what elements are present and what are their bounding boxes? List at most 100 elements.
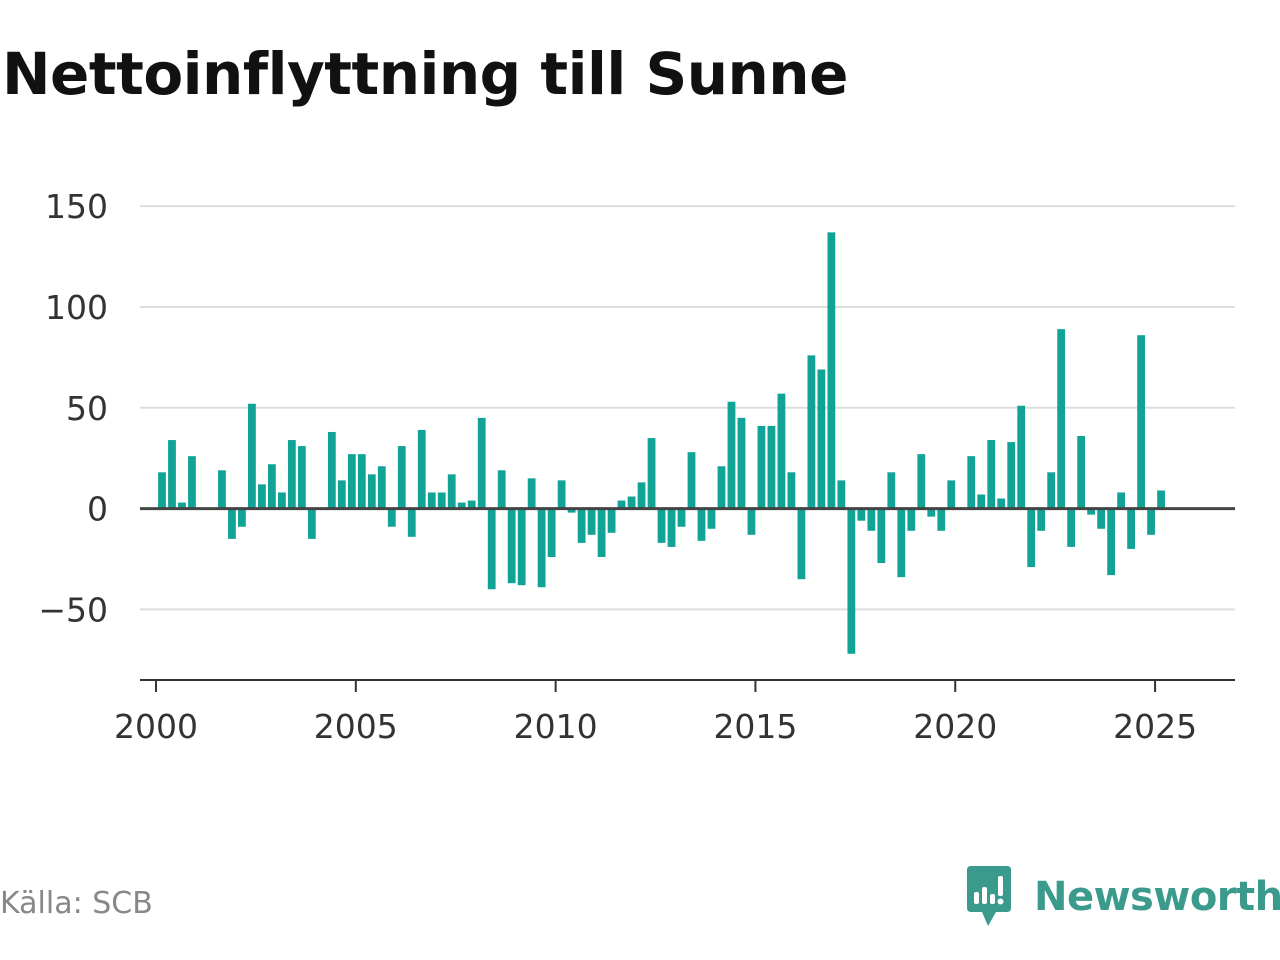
- bar: [357, 454, 366, 509]
- bar: [297, 446, 306, 509]
- bar: [487, 508, 496, 590]
- bar: [1037, 508, 1046, 531]
- bar: [817, 369, 826, 509]
- bar: [248, 403, 256, 509]
- bar: [607, 508, 616, 533]
- bar: [467, 500, 476, 509]
- bar: [1017, 405, 1026, 509]
- axes: 150 100 50 0 −50 2000 2005 2010 2015 2020 2025: [38, 187, 1235, 746]
- bar: [597, 508, 606, 557]
- bar: [867, 508, 876, 531]
- bar: [647, 438, 656, 509]
- bar: [977, 494, 986, 509]
- bar: [697, 508, 706, 541]
- bar: [178, 502, 186, 509]
- bar: [887, 472, 896, 509]
- bar: [987, 440, 996, 509]
- bar: [517, 508, 526, 586]
- y-tick-label: 100: [45, 288, 108, 327]
- bar: [767, 425, 776, 509]
- bar: [1127, 508, 1135, 549]
- bar: [1097, 508, 1106, 529]
- bar: [567, 508, 576, 513]
- brand-logo[interactable]: Newsworthy: [964, 864, 1280, 930]
- bar: [1087, 508, 1096, 515]
- bar: [437, 492, 446, 509]
- bar: [847, 508, 856, 654]
- bar: [827, 232, 836, 509]
- bar: [797, 508, 806, 580]
- bar: [188, 456, 196, 509]
- bar: [347, 454, 356, 509]
- y-tick-label: 50: [66, 389, 108, 428]
- bar: [497, 470, 506, 509]
- bars: [158, 232, 1165, 654]
- x-tick-label: 2000: [114, 707, 198, 746]
- x-tick-label: 2020: [913, 707, 997, 746]
- bar: [877, 508, 886, 564]
- x-tick-label: 2010: [514, 707, 598, 746]
- bar: [917, 454, 926, 509]
- source-note: Källa: SCB: [0, 886, 153, 921]
- bar: [397, 446, 406, 509]
- bar: [637, 482, 646, 509]
- bar: [1067, 508, 1076, 547]
- x-tick-label: 2005: [314, 707, 398, 746]
- bar: [477, 417, 486, 509]
- bar: [617, 500, 626, 509]
- bar: [1057, 329, 1066, 509]
- bar: [1077, 436, 1086, 509]
- bar: [1047, 472, 1056, 509]
- bar: [717, 466, 726, 509]
- bar: [457, 502, 466, 509]
- bar: [1027, 508, 1036, 568]
- bar: [837, 480, 846, 509]
- bar: [168, 440, 176, 509]
- bar: [807, 355, 816, 509]
- bar: [1157, 490, 1165, 509]
- bar: [757, 425, 766, 509]
- bar: [577, 508, 586, 543]
- bar: [667, 508, 676, 547]
- bar: [287, 440, 296, 509]
- bar: [687, 452, 696, 509]
- bar: [857, 508, 866, 521]
- bar: [747, 508, 756, 535]
- y-tick-label: −50: [38, 590, 108, 629]
- bar: [627, 496, 636, 509]
- bar: [307, 508, 316, 539]
- bar: [158, 472, 166, 509]
- bar: [657, 508, 666, 543]
- bar: [787, 472, 796, 509]
- bar: [417, 429, 426, 509]
- bar: [407, 508, 416, 537]
- bar: [267, 464, 276, 509]
- bar: [1147, 508, 1155, 535]
- y-tick-label: 0: [87, 490, 108, 529]
- bar: [707, 508, 716, 529]
- brand-name: Newsworthy: [1034, 874, 1280, 920]
- bar: [557, 480, 566, 509]
- bar: [947, 480, 956, 509]
- bar: [228, 508, 236, 539]
- bar: [377, 466, 386, 509]
- bar: [1117, 492, 1126, 509]
- bar: [387, 508, 396, 527]
- bar: [727, 401, 736, 509]
- bar: [587, 508, 596, 535]
- bar: [1107, 508, 1116, 576]
- bar: [677, 508, 686, 527]
- bar: [327, 431, 336, 509]
- bar: [218, 470, 226, 509]
- bar: [277, 492, 286, 509]
- bar: [238, 508, 246, 527]
- y-tick-label: 150: [45, 187, 108, 226]
- bar: [1137, 335, 1145, 509]
- bar: [507, 508, 516, 584]
- bar: [447, 474, 456, 509]
- bar: [367, 474, 376, 509]
- bar: [907, 508, 916, 531]
- bar: [997, 498, 1006, 509]
- bar: [527, 478, 536, 509]
